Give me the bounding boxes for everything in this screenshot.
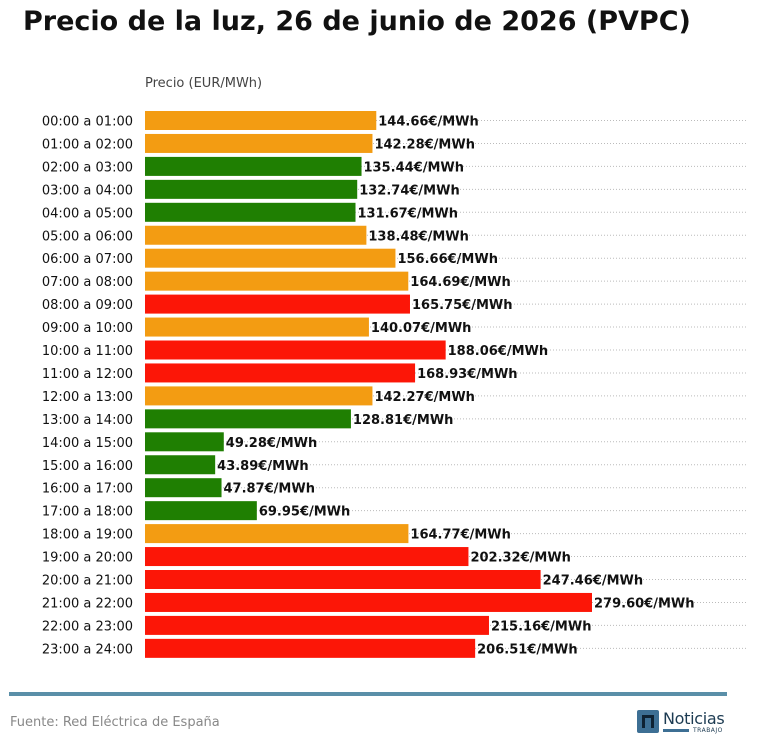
category-label: 12:00 a 13:00 bbox=[42, 390, 133, 405]
value-label: 168.93€/MWh bbox=[417, 367, 518, 382]
logo-subtitle: TRABAJO bbox=[693, 727, 723, 734]
category-label: 02:00 a 03:00 bbox=[42, 160, 133, 175]
value-label: 156.66€/MWh bbox=[397, 252, 498, 267]
bars bbox=[145, 111, 592, 658]
value-label: 279.60€/MWh bbox=[594, 596, 695, 611]
category-label: 00:00 a 01:00 bbox=[42, 115, 133, 130]
category-label: 14:00 a 15:00 bbox=[42, 436, 133, 451]
category-label: 10:00 a 11:00 bbox=[42, 344, 133, 359]
category-label: 15:00 a 16:00 bbox=[42, 459, 133, 474]
bar bbox=[145, 271, 409, 291]
category-label: 07:00 a 08:00 bbox=[42, 275, 133, 290]
category-label: 21:00 a 22:00 bbox=[42, 596, 133, 611]
bar bbox=[145, 455, 216, 475]
category-label: 06:00 a 07:00 bbox=[42, 252, 133, 267]
value-label: 144.66€/MWh bbox=[378, 115, 479, 130]
category-label: 08:00 a 09:00 bbox=[42, 298, 133, 313]
category-label: 16:00 a 17:00 bbox=[42, 482, 133, 497]
source-note: Fuente: Red Eléctrica de España bbox=[10, 715, 220, 730]
value-label: 164.77€/MWh bbox=[410, 528, 511, 543]
bar bbox=[145, 501, 257, 521]
bar bbox=[145, 615, 489, 635]
category-label: 01:00 a 02:00 bbox=[42, 137, 133, 152]
category-label: 04:00 a 05:00 bbox=[42, 206, 133, 221]
category-label: 23:00 a 24:00 bbox=[42, 642, 133, 657]
logo-underline bbox=[663, 729, 689, 732]
category-label: 13:00 a 14:00 bbox=[42, 413, 133, 428]
value-label: 188.06€/MWh bbox=[448, 344, 549, 359]
x-axis-label: Precio (EUR/MWh) bbox=[145, 76, 262, 91]
category-label: 18:00 a 19:00 bbox=[42, 528, 133, 543]
value-label: 135.44€/MWh bbox=[364, 160, 465, 175]
brand-logo: Noticias TRABAJO bbox=[637, 709, 729, 735]
value-label: 49.28€/MWh bbox=[226, 436, 317, 451]
value-label: 247.46€/MWh bbox=[543, 574, 644, 589]
bar bbox=[145, 547, 469, 567]
category-label: 05:00 a 06:00 bbox=[42, 229, 133, 244]
value-label: 206.51€/MWh bbox=[477, 642, 578, 657]
bar bbox=[145, 638, 476, 658]
category-label: 03:00 a 04:00 bbox=[42, 183, 133, 198]
bar bbox=[145, 179, 358, 199]
value-label: 132.74€/MWh bbox=[359, 183, 460, 198]
bar bbox=[145, 409, 351, 429]
category-label: 09:00 a 10:00 bbox=[42, 321, 133, 336]
value-label: 128.81€/MWh bbox=[353, 413, 454, 428]
bar bbox=[145, 432, 224, 452]
category-label: 11:00 a 12:00 bbox=[42, 367, 133, 382]
value-labels: 144.66€/MWh 142.28€/MWh 135.44€/MWh 132.74€… bbox=[217, 115, 694, 658]
value-label: 131.67€/MWh bbox=[358, 206, 459, 221]
bar bbox=[145, 524, 409, 544]
value-label: 69.95€/MWh bbox=[259, 505, 350, 520]
category-label: 20:00 a 21:00 bbox=[42, 574, 133, 589]
value-label: 138.48€/MWh bbox=[368, 229, 469, 244]
footer-divider bbox=[9, 692, 727, 696]
value-label: 142.27€/MWh bbox=[374, 390, 475, 405]
bar-chart: Precio (EUR/MWh) 00:00 a 01:00 01:00 a 02… bbox=[42, 76, 748, 658]
bar bbox=[145, 294, 410, 314]
bar bbox=[145, 156, 362, 176]
category-label: 17:00 a 18:00 bbox=[42, 505, 133, 520]
chart-title: Precio de la luz, 26 de junio de 2026 (P… bbox=[23, 6, 691, 37]
category-label: 19:00 a 20:00 bbox=[42, 551, 133, 566]
value-label: 43.89€/MWh bbox=[217, 459, 308, 474]
logo-name: Noticias bbox=[663, 709, 725, 728]
category-label: 22:00 a 23:00 bbox=[42, 619, 133, 634]
bar bbox=[145, 478, 222, 498]
bar bbox=[145, 133, 373, 153]
bar bbox=[145, 225, 367, 245]
bar bbox=[145, 317, 369, 337]
bar bbox=[145, 592, 592, 612]
value-label: 140.07€/MWh bbox=[371, 321, 472, 336]
bar bbox=[145, 570, 541, 589]
value-label: 165.75€/MWh bbox=[412, 298, 512, 313]
value-label: 215.16€/MWh bbox=[491, 619, 592, 634]
bar bbox=[145, 386, 373, 406]
bar bbox=[145, 363, 416, 383]
logo-mark-icon bbox=[637, 710, 659, 733]
value-label: 202.32€/MWh bbox=[470, 551, 571, 566]
bar bbox=[145, 340, 446, 360]
value-label: 47.87€/MWh bbox=[224, 482, 315, 497]
value-label: 142.28€/MWh bbox=[374, 137, 475, 152]
bar bbox=[145, 111, 377, 130]
grid-lines bbox=[145, 120, 748, 649]
value-label: 164.69€/MWh bbox=[410, 275, 511, 290]
bar bbox=[145, 248, 396, 268]
bar bbox=[145, 202, 356, 222]
category-labels: 00:00 a 01:00 01:00 a 02:00 02:00 a 03:00 0… bbox=[42, 115, 133, 658]
